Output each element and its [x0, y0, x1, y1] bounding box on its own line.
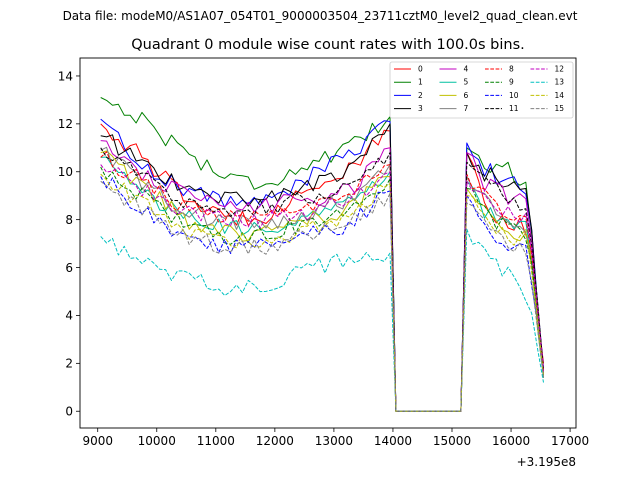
x-tick-label: 9000: [82, 434, 113, 448]
legend-label-4: 4: [464, 65, 469, 74]
x-tick-label: 10000: [138, 434, 176, 448]
plot-area: 9000 10000 11000 12000 13000 14000 15000 16000 1…: [58, 57, 589, 469]
x-tick-label: 13000: [315, 434, 353, 448]
series-line-15: [100, 180, 544, 412]
chart-title: Quadrant 0 module wise count rates with …: [131, 37, 525, 53]
series-line-6: [100, 150, 544, 412]
series-layer: [100, 97, 544, 412]
series-line-8: [100, 151, 544, 412]
x-offset-label: +3.195e8: [517, 455, 576, 469]
legend-label-9: 9: [509, 78, 514, 87]
y-axis: 0 2 4 6 8 10 12 14: [58, 69, 80, 419]
x-axis: 9000 10000 11000 12000 13000 14000 15000 16000 1…: [82, 428, 589, 448]
x-tick-label: 12000: [256, 434, 294, 448]
series-line-10: [100, 176, 544, 412]
legend-label-0: 0: [418, 65, 423, 74]
legend-label-10: 10: [509, 91, 519, 100]
legend-label-3: 3: [418, 104, 423, 113]
legend-label-6: 6: [464, 91, 469, 100]
y-tick-label: 8: [65, 213, 73, 227]
x-tick-label: 16000: [492, 434, 530, 448]
suptitle: Data file: modeM0/AS1A07_054T01_90000035…: [63, 9, 578, 23]
legend-label-2: 2: [418, 91, 423, 100]
x-tick-label: 11000: [197, 434, 235, 448]
y-tick-label: 14: [58, 69, 73, 83]
legend-label-1: 1: [418, 78, 423, 87]
x-tick-label: 15000: [433, 434, 471, 448]
x-tick-label: 17000: [551, 434, 589, 448]
y-tick-label: 12: [58, 117, 73, 131]
series-line-13: [100, 228, 544, 412]
series-line-11: [100, 147, 544, 412]
series-line-3: [100, 123, 544, 412]
legend-label-13: 13: [555, 78, 565, 87]
series-line-2: [100, 118, 544, 412]
y-tick-label: 0: [65, 405, 73, 419]
legend-label-7: 7: [464, 104, 469, 113]
series-line-0: [100, 123, 544, 412]
legend-label-15: 15: [555, 104, 565, 113]
y-tick-label: 4: [65, 309, 73, 323]
y-tick-label: 10: [58, 165, 73, 179]
y-tick-label: 2: [65, 357, 73, 371]
legend-label-11: 11: [509, 104, 519, 113]
series-line-14: [100, 173, 544, 412]
legend-label-8: 8: [509, 65, 514, 74]
axes-frame: [79, 57, 577, 429]
x-tick-label: 14000: [374, 434, 412, 448]
series-line-12: [100, 164, 544, 412]
y-tick-label: 6: [65, 261, 73, 275]
legend-label-14: 14: [555, 91, 565, 100]
series-line-5: [100, 156, 544, 412]
legend-frame: [389, 61, 574, 119]
legend-label-5: 5: [464, 78, 469, 87]
legend-label-12: 12: [555, 65, 565, 74]
series-line-1: [100, 97, 544, 412]
